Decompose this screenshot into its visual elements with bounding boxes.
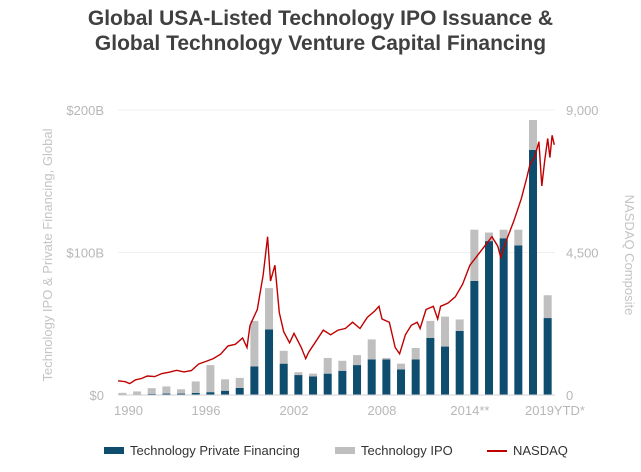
bar-private-1998	[235, 387, 244, 395]
y-left-tick-label: $0	[90, 388, 104, 403]
bar-private-2001	[279, 363, 288, 395]
bar-ipo-1997	[221, 379, 230, 391]
x-tick-label: 2014**	[450, 403, 489, 418]
bar-ipo-2014	[470, 229, 479, 281]
bar-private-1997	[221, 390, 230, 395]
bar-private-2013	[455, 330, 464, 395]
bar-private-2000	[265, 329, 274, 395]
bar-ipo-2013	[455, 319, 464, 331]
bar-private-2016	[499, 238, 508, 395]
y-right-tick-label: 4,500	[566, 246, 599, 261]
bar-ipo-2009	[397, 363, 406, 370]
bar-ipo-2008	[382, 357, 391, 360]
bar-ipo-1990	[118, 392, 127, 395]
left-axis-label: Technology IPO & Private Financing, Glob…	[40, 128, 55, 381]
x-tick-label: 2008	[367, 403, 396, 418]
bar-private-2019	[543, 318, 552, 395]
y-right-tick-label: 9,000	[566, 103, 599, 118]
bar-private-2003	[309, 376, 318, 395]
right-y-ticks: 0 4,500 9,000	[566, 103, 599, 403]
bar-private-2006	[353, 365, 362, 395]
bar-private-2012	[441, 346, 450, 395]
bar-ipo-2006	[353, 355, 362, 366]
bar-private-1992	[147, 393, 156, 395]
bar-ipo-2004	[323, 357, 332, 374]
bar-ipo-1991	[133, 391, 142, 395]
bar-private-2008	[382, 359, 391, 395]
legend-label-private: Technology Private Financing	[130, 443, 300, 458]
bar-ipo-2003	[309, 373, 318, 377]
x-tick-label: 1996	[192, 403, 221, 418]
chart-title: Global USA-Listed Technology IPO Issuanc…	[0, 6, 641, 56]
bar-ipo-2012	[441, 316, 450, 347]
bar-private-2002	[294, 375, 303, 395]
bar-private-1995	[191, 392, 200, 395]
bar-ipo-1994	[177, 389, 186, 394]
bar-ipo-1996	[206, 365, 215, 393]
bar-ipo-2000	[265, 288, 274, 330]
y-left-tick-label: $200B	[66, 103, 104, 118]
bar-ipo-2007	[367, 339, 376, 360]
ipo-bars	[118, 119, 552, 395]
legend: Technology Private Financing Technology …	[0, 443, 641, 461]
chart-title-line2: Global Technology Venture Capital Financ…	[94, 32, 547, 55]
chart-canvas: $0 $100B $200B 0 4,500 9,000 1990 1996 2002 200…	[40, 103, 637, 418]
legend-label-ipo: Technology IPO	[361, 443, 453, 458]
x-ticks: 1990 1996 2002 2008 2014** 2019YTD*	[114, 403, 585, 418]
bar-private-2010	[411, 359, 420, 395]
bar-private-2011	[426, 338, 435, 395]
bar-ipo-1993	[162, 386, 171, 394]
bar-ipo-2002	[294, 372, 303, 376]
x-tick-label: 2002	[280, 403, 309, 418]
bar-ipo-2019	[543, 295, 552, 319]
legend-swatch-nasdaq	[487, 449, 507, 452]
bar-private-2005	[338, 370, 347, 395]
bar-private-1993	[162, 393, 171, 395]
bar-ipo-2005	[338, 360, 347, 371]
legend-item-nasdaq: NASDAQ	[487, 443, 568, 458]
x-tick-label: 2019YTD*	[525, 403, 585, 418]
bar-private-1996	[206, 392, 215, 395]
bar-private-2007	[367, 359, 376, 395]
bar-ipo-1999	[250, 320, 259, 367]
bar-ipo-2018	[529, 119, 538, 150]
bar-private-2004	[323, 373, 332, 395]
legend-label-nasdaq: NASDAQ	[513, 443, 568, 458]
bar-private-2009	[397, 369, 406, 395]
gridlines	[118, 109, 555, 253]
left-y-ticks: $0 $100B $200B	[66, 103, 104, 403]
bar-ipo-1992	[147, 388, 156, 394]
bar-ipo-1995	[191, 381, 200, 393]
bar-private-2015	[485, 241, 494, 395]
bar-private-1994	[177, 393, 186, 395]
bar-ipo-2010	[411, 347, 420, 360]
right-axis-label: NASDAQ Composite	[622, 195, 637, 316]
x-tick-label: 1990	[114, 403, 143, 418]
legend-swatch-ipo	[335, 447, 355, 454]
y-left-tick-label: $100B	[66, 246, 104, 261]
bar-private-1999	[250, 366, 259, 395]
bar-private-2017	[514, 245, 523, 395]
bar-private-2018	[529, 149, 538, 395]
legend-item-private: Technology Private Financing	[104, 443, 300, 458]
bar-private-2014	[470, 281, 479, 395]
bar-ipo-2016	[499, 229, 508, 239]
bar-ipo-2015	[485, 232, 494, 242]
legend-item-ipo: Technology IPO	[335, 443, 453, 458]
bar-ipo-1998	[235, 377, 244, 388]
bar-ipo-2011	[426, 320, 435, 338]
y-right-tick-label: 0	[566, 388, 573, 403]
nasdaq-line	[117, 135, 555, 385]
legend-swatch-private	[104, 447, 124, 454]
chart-title-line1: Global USA-Listed Technology IPO Issuanc…	[87, 7, 554, 30]
private-financing-bars	[118, 149, 552, 395]
bar-ipo-2017	[514, 229, 523, 246]
bar-ipo-2001	[279, 350, 288, 364]
